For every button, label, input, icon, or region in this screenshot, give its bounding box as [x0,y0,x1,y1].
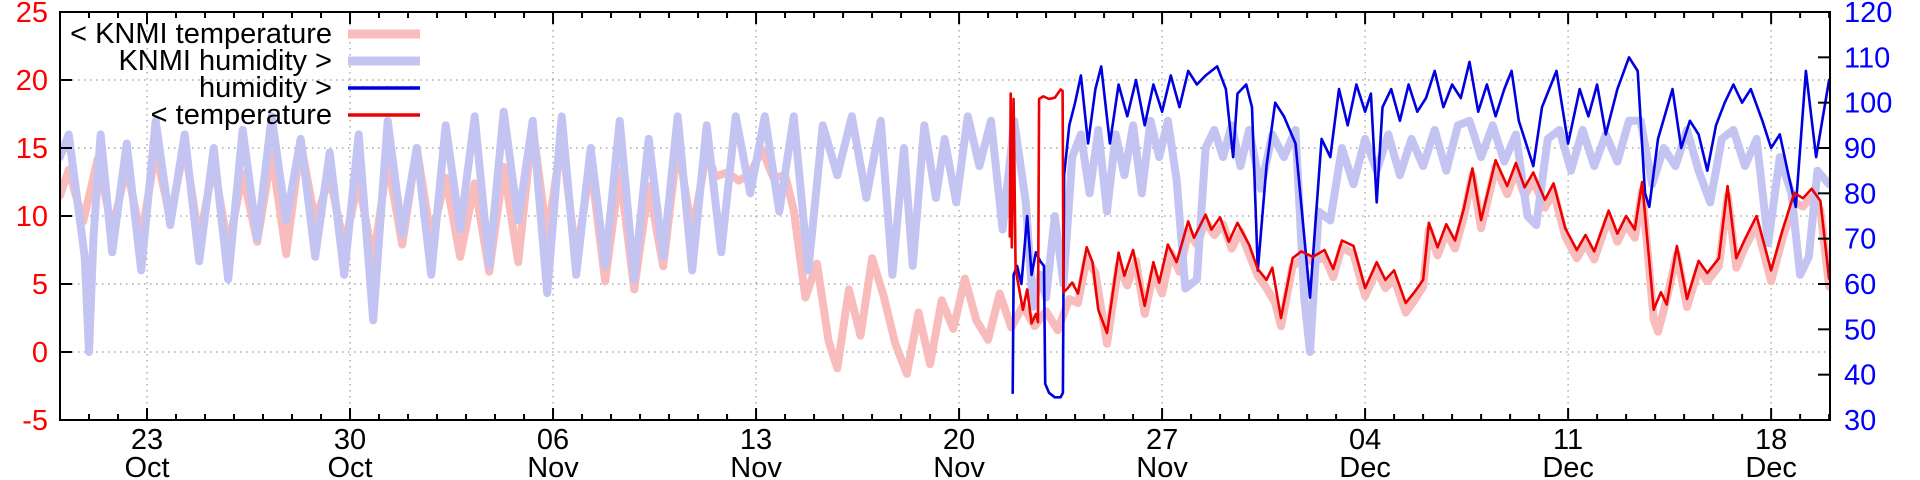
x-tick-month-label: Nov [1136,452,1188,480]
y-right-tick-label: 50 [1844,314,1876,346]
y-right-tick-label: 120 [1844,0,1892,29]
legend-label-humidity: humidity > [199,72,332,104]
x-tick-day-label: 04 [1349,424,1381,456]
y-left-tick-label: 5 [32,269,48,301]
series-line-humidity [1011,56,1830,399]
x-tick-month-label: Oct [327,452,372,480]
x-tick-month-label: Dec [1542,452,1594,480]
x-tick-month-label: Oct [124,452,169,480]
x-tick-month-label: Nov [933,452,985,480]
x-tick-month-label: Nov [730,452,782,480]
legend-label-knmi-humidity: KNMI humidity > [118,45,332,77]
x-tick-month-label: Nov [527,452,579,480]
y-right-tick-label: 110 [1844,42,1890,74]
x-tick-day-label: 06 [537,424,569,456]
x-tick-month-label: Dec [1339,452,1391,480]
x-tick-day-label: 20 [943,424,975,456]
y-left-tick-label: 0 [32,337,48,369]
legend-label-temperature: < temperature [151,99,332,131]
x-tick-day-label: 27 [1146,424,1178,456]
x-tick-month-label: Dec [1745,452,1797,480]
x-tick-day-label: 18 [1755,424,1787,456]
y-left-tick-label: 20 [16,65,48,97]
y-left-tick-label: 10 [16,201,48,233]
series-line-temperature [1008,88,1830,335]
legend-label-knmi-temperature: < KNMI temperature [70,18,332,50]
y-left-tick-label: -5 [22,405,48,437]
y-right-tick-label: 60 [1844,269,1876,301]
series-line-knmi-humidity [60,107,1830,356]
y-left-tick-label: 15 [16,133,48,165]
x-tick-day-label: 23 [131,424,163,456]
y-right-tick-label: 80 [1844,178,1876,210]
y-right-tick-label: 30 [1844,405,1876,437]
x-tick-day-label: 13 [740,424,772,456]
x-tick-day-label: 30 [334,424,366,456]
y-right-tick-label: 100 [1844,88,1892,120]
y-right-tick-label: 40 [1844,360,1876,392]
series-group [60,56,1830,399]
x-tick-day-label: 11 [1553,424,1583,456]
y-left-tick-label: 25 [16,0,48,29]
y-right-tick-label: 70 [1844,224,1876,256]
y-right-tick-label: 90 [1844,133,1876,165]
